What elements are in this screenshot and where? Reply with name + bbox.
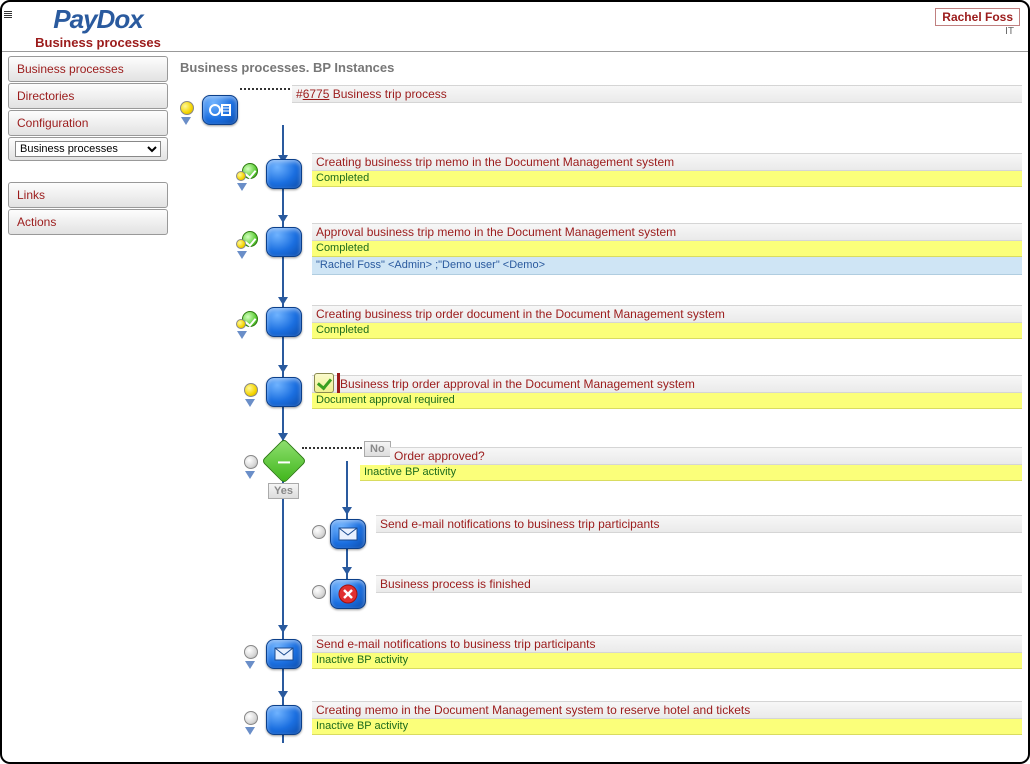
process-header[interactable]: #6775 Business trip process xyxy=(292,85,1022,103)
step-status: Completed xyxy=(312,241,1022,257)
status-indicator xyxy=(236,171,246,181)
connector-arrow xyxy=(278,691,288,699)
step-title[interactable]: Approval business trip memo in the Docum… xyxy=(312,223,1022,241)
start-icon xyxy=(209,103,231,117)
gateway-status: Inactive BP activity xyxy=(360,465,1022,481)
expand-arrow-icon[interactable] xyxy=(237,251,247,259)
status-indicator xyxy=(244,711,258,725)
sidebar-item-directories[interactable]: Directories xyxy=(8,83,168,109)
step-status: Inactive BP activity xyxy=(312,653,1022,669)
step-status: Document approval required xyxy=(312,393,1022,409)
mail-icon xyxy=(338,527,358,541)
status-indicator xyxy=(236,239,246,249)
mail-node[interactable] xyxy=(266,639,302,669)
sidebar: Business processes Directories Configura… xyxy=(2,52,172,762)
step-users: "Rachel Foss" <Admin> ;"Demo user" <Demo… xyxy=(312,257,1022,275)
sidebar-item-links[interactable]: Links xyxy=(8,182,168,208)
expand-arrow-icon[interactable] xyxy=(245,399,255,407)
step-title[interactable]: Business process is finished xyxy=(376,575,1022,593)
gateway-yes-label: Yes xyxy=(268,483,299,499)
approval-check-icon[interactable] xyxy=(314,373,334,393)
app-subtitle: Business processes xyxy=(18,35,178,50)
process-start-node[interactable] xyxy=(202,95,238,125)
task-node[interactable] xyxy=(266,705,302,735)
connector-arrow xyxy=(278,625,288,633)
step-title[interactable]: Send e-mail notifications to business tr… xyxy=(376,515,1022,533)
step-title[interactable]: Creating business trip order document in… xyxy=(312,305,1022,323)
sidebar-select[interactable]: Business processes xyxy=(15,141,161,157)
step-title[interactable]: Send e-mail notifications to business tr… xyxy=(312,635,1022,653)
connector xyxy=(240,88,290,90)
status-indicator xyxy=(244,645,258,659)
end-node[interactable] xyxy=(330,579,366,609)
mail-icon xyxy=(274,647,294,661)
status-indicator xyxy=(244,383,258,397)
connector-arrow xyxy=(278,297,288,305)
expand-arrow-icon[interactable] xyxy=(245,661,255,669)
sidebar-item-actions[interactable]: Actions xyxy=(8,209,168,235)
step-title[interactable]: Creating memo in the Document Management… xyxy=(312,701,1022,719)
menu-icon[interactable] xyxy=(4,4,12,19)
sidebar-item-configuration[interactable]: Configuration xyxy=(8,110,168,136)
gateway-node[interactable] xyxy=(261,438,306,483)
gateway-question: Order approved? xyxy=(390,447,1022,465)
sidebar-item-business-processes[interactable]: Business processes xyxy=(8,56,168,82)
mail-node[interactable] xyxy=(330,519,366,549)
expand-arrow-icon[interactable] xyxy=(245,727,255,735)
status-indicator xyxy=(244,455,258,469)
task-node[interactable] xyxy=(266,227,302,257)
task-node[interactable] xyxy=(266,159,302,189)
expand-arrow-icon[interactable] xyxy=(245,471,255,479)
status-indicator xyxy=(312,525,326,539)
expand-arrow-icon[interactable] xyxy=(181,117,191,125)
status-indicator xyxy=(180,101,194,115)
status-indicator xyxy=(312,585,326,599)
step-title[interactable]: Creating business trip memo in the Docum… xyxy=(312,153,1022,171)
connector-arrow xyxy=(278,365,288,373)
page-title: Business processes. BP Instances xyxy=(172,56,1022,83)
status-indicator xyxy=(236,319,246,329)
step-title[interactable]: Business trip order approval in the Docu… xyxy=(312,375,1022,393)
process-id-link[interactable]: 6775 xyxy=(303,87,330,101)
current-user-link[interactable]: Rachel Foss xyxy=(935,8,1020,26)
expand-arrow-icon[interactable] xyxy=(237,331,247,339)
divider xyxy=(337,373,340,393)
flow-canvas: #6775 Business trip process Creating bus… xyxy=(172,83,1022,762)
step-status: Completed xyxy=(312,171,1022,187)
task-node[interactable] xyxy=(266,377,302,407)
task-node[interactable] xyxy=(266,307,302,337)
app-logo: PayDox xyxy=(18,4,178,35)
current-user-dept: IT xyxy=(935,26,1020,37)
connector xyxy=(302,447,362,449)
step-status: Completed xyxy=(312,323,1022,339)
expand-arrow-icon[interactable] xyxy=(237,183,247,191)
gateway-no-label: No xyxy=(364,441,391,457)
connector-arrow xyxy=(278,215,288,223)
step-status: Inactive BP activity xyxy=(312,719,1022,735)
terminate-icon xyxy=(338,584,358,604)
connector-arrow xyxy=(342,567,352,575)
connector-arrow xyxy=(342,507,352,515)
